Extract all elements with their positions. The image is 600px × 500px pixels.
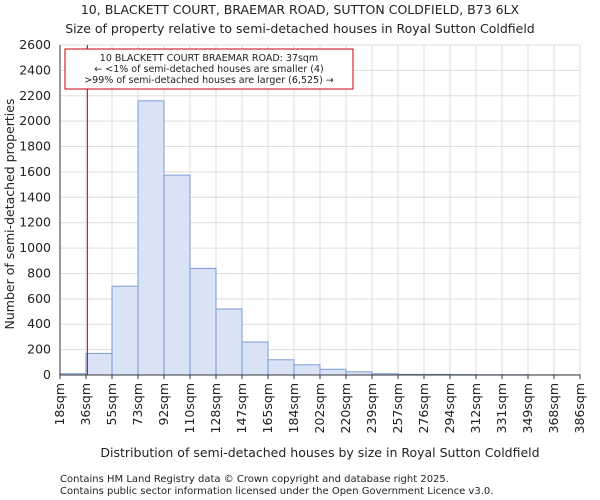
x-tick-label: 184sqm — [286, 383, 301, 433]
bars — [59, 100, 581, 376]
histogram-bar — [137, 100, 165, 376]
y-tick-label: 1800 — [19, 139, 51, 154]
histogram-bar — [241, 341, 269, 376]
x-tick-label: 55sqm — [104, 383, 119, 426]
y-tick-label: 1400 — [19, 189, 51, 204]
y-tick-label: 2200 — [19, 88, 51, 103]
histogram-bar — [163, 174, 191, 376]
footer-line-2: Contains public sector information licen… — [60, 486, 493, 497]
y-tick-label: 400 — [27, 316, 51, 331]
y-tick-label: 600 — [27, 291, 51, 306]
chart-subtitle: Size of property relative to semi-detach… — [65, 21, 535, 36]
x-tick-label: 276sqm — [416, 383, 431, 433]
x-tick-label: 202sqm — [312, 383, 327, 433]
y-tick-label: 1600 — [19, 164, 51, 179]
histogram-bar — [293, 364, 321, 376]
x-axis-label: Distribution of semi-detached houses by … — [100, 445, 539, 460]
footer-line-1: Contains HM Land Registry data © Crown c… — [60, 474, 449, 485]
x-tick-label: 368sqm — [546, 383, 561, 433]
x-tick-label: 331sqm — [494, 383, 509, 433]
x-tick-label: 312sqm — [468, 383, 483, 433]
x-tick-label: 110sqm — [182, 383, 197, 433]
x-tick-label: 386sqm — [572, 383, 587, 433]
x-axis-ticks: 18sqm 36sqm 55sqm 73sqm 92sqm 110sqm 128sqm 147… — [52, 375, 587, 433]
chart-title: 10, BLACKETT COURT, BRAEMAR ROAD, SUTTON… — [81, 2, 520, 17]
y-axis-label: Number of semi-detached properties — [2, 99, 17, 330]
annotation-line-2: ← <1% of semi-detached houses are smalle… — [94, 64, 323, 75]
y-axis-ticks: 0 200 400 600 800 1000 1200 1400 1600 1800 2000 220… — [19, 37, 51, 382]
x-tick-label: 220sqm — [338, 383, 353, 433]
histogram-bar — [215, 308, 243, 376]
annotation-line-1: 10 BLACKETT COURT BRAEMAR ROAD: 37sqm — [100, 53, 318, 64]
x-tick-label: 147sqm — [234, 383, 249, 433]
y-tick-label: 800 — [27, 265, 51, 280]
y-tick-label: 2400 — [19, 62, 51, 77]
y-tick-label: 0 — [43, 367, 51, 382]
histogram-bar — [319, 368, 347, 376]
histogram-bar — [267, 359, 295, 376]
histogram-bar — [189, 267, 217, 376]
x-tick-label: 128sqm — [208, 383, 223, 433]
x-tick-label: 294sqm — [442, 383, 457, 433]
histogram-bar — [111, 285, 139, 376]
x-tick-label: 349sqm — [520, 383, 535, 433]
histogram-bar — [85, 352, 113, 376]
x-tick-label: 165sqm — [260, 383, 275, 433]
y-tick-label: 200 — [27, 342, 51, 357]
x-tick-label: 257sqm — [390, 383, 405, 433]
x-tick-label: 36sqm — [78, 383, 93, 426]
x-tick-label: 18sqm — [52, 383, 67, 426]
x-tick-label: 92sqm — [156, 383, 171, 426]
y-tick-label: 1200 — [19, 215, 51, 230]
x-tick-label: 239sqm — [364, 383, 379, 433]
annotation-line-3: >99% of semi-detached houses are larger … — [84, 75, 334, 86]
annotation-box: 10 BLACKETT COURT BRAEMAR ROAD: 37sqm ← … — [64, 48, 354, 90]
x-tick-label: 73sqm — [130, 383, 145, 426]
y-tick-label: 2000 — [19, 113, 51, 128]
y-tick-label: 1000 — [19, 240, 51, 255]
y-tick-label: 2600 — [19, 37, 51, 52]
